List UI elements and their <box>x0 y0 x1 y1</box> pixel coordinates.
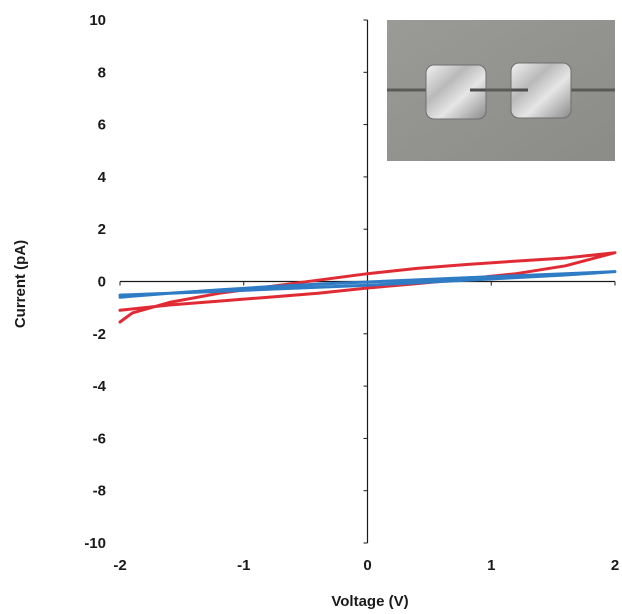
y-tick-label: 2 <box>98 221 106 238</box>
y-tick-label: -4 <box>93 378 107 395</box>
y-tick-label: 0 <box>98 274 106 291</box>
x-axis-title: Voltage (V) <box>331 593 408 610</box>
electrode-photo-inset <box>387 20 615 161</box>
y-tick-label: -6 <box>93 430 106 447</box>
x-tick-label: 1 <box>487 557 495 574</box>
x-tick-label: 0 <box>363 557 371 574</box>
series-line-blue <box>118 270 617 299</box>
y-axis-title: Current (pA) <box>12 240 29 328</box>
x-tick-label: 2 <box>611 557 619 574</box>
data-series <box>118 251 617 324</box>
y-tick-label: 4 <box>98 169 107 186</box>
y-tick-label: 8 <box>98 64 106 81</box>
y-tick-label: -10 <box>84 535 106 552</box>
y-tick-label: 6 <box>98 117 106 134</box>
left-electrode-pad <box>425 64 487 120</box>
y-tick-label: -2 <box>93 326 106 343</box>
y-tick-label: -8 <box>93 483 106 500</box>
x-tick-label: -2 <box>113 557 126 574</box>
x-tick-label: -1 <box>237 557 250 574</box>
y-tick-label: 10 <box>89 12 106 29</box>
